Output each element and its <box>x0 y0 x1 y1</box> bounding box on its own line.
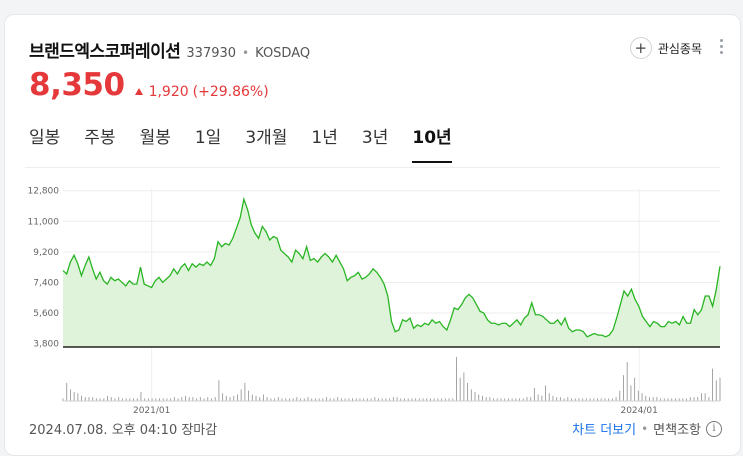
tab-1[interactable]: 주봉 <box>84 128 116 148</box>
y-tick-label: 11,000 <box>28 217 60 227</box>
header-separator: • <box>242 46 250 60</box>
up-arrow-icon <box>134 88 143 95</box>
y-tick-label: 5,600 <box>33 309 59 319</box>
current-price: 8,350 <box>29 67 125 103</box>
tab-0[interactable]: 일봉 <box>29 128 61 148</box>
price-change: 1,920 (+29.86%) <box>134 83 269 100</box>
stock-code: 337930 <box>186 46 237 61</box>
change-amount: 1,920 <box>148 83 189 100</box>
more-options-icon[interactable] <box>718 39 724 55</box>
price-area <box>63 199 720 347</box>
favorite-label: 관심종목 <box>657 41 702 56</box>
tab-4[interactable]: 3개월 <box>245 128 288 148</box>
price-line <box>62 196 721 338</box>
chart-footer: 2024.07.08. 오후 04:10 장마감 차트 더보기 • 면책조항 i <box>29 419 722 438</box>
change-percent: (+29.86%) <box>192 83 269 100</box>
stock-card: 브랜드엑스코퍼레이션 337930 • KOSDAQ + 관심종목 8,350 … <box>4 14 741 456</box>
price-row: 8,350 1,920 (+29.86%) <box>29 67 269 103</box>
stock-header: 브랜드엑스코퍼레이션 337930 • KOSDAQ <box>29 37 310 62</box>
tab-3[interactable]: 1일 <box>194 128 222 148</box>
tabs-divider <box>25 167 720 168</box>
plus-icon: + <box>629 37 652 59</box>
y-tick-label: 3,800 <box>33 340 59 350</box>
y-tick-label: 9,200 <box>33 248 59 258</box>
price-chart[interactable]: 3,800 5,600 7,400 9,200 11,000 12,800 2021/01 2… <box>5 175 740 415</box>
more-chart-link[interactable]: 차트 더보기 <box>572 423 637 438</box>
stock-name[interactable]: 브랜드엑스코퍼레이션 <box>29 42 181 62</box>
market-timestamp: 2024.07.08. 오후 04:10 장마감 <box>29 423 218 438</box>
x-tick-label: 2021/01 <box>133 406 170 415</box>
tab-6[interactable]: 3년 <box>361 128 389 148</box>
tab-2[interactable]: 월봉 <box>139 128 171 148</box>
add-favorite-button[interactable]: + 관심종목 <box>629 37 702 59</box>
info-icon[interactable]: i <box>706 420 722 437</box>
y-tick-label: 12,800 <box>28 187 60 197</box>
footer-separator: • <box>641 421 649 436</box>
period-tabs: 일봉 주봉 월봉 1일 3개월 1년 3년 10년 <box>29 123 476 163</box>
y-tick-label: 7,400 <box>33 278 59 288</box>
market-name: KOSDAQ <box>255 46 311 61</box>
disclaimer-link[interactable]: 면책조항 <box>653 423 701 438</box>
tab-5[interactable]: 1년 <box>311 128 338 148</box>
x-tick-label: 2024/01 <box>620 406 657 415</box>
tab-7[interactable]: 10년 <box>412 123 452 163</box>
